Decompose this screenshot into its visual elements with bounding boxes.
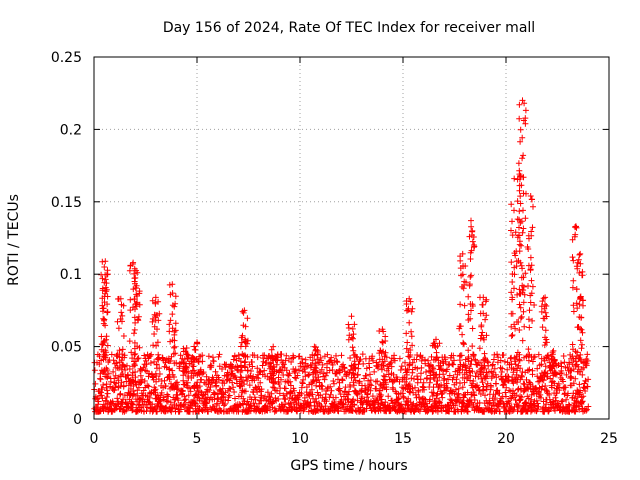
grid-lines bbox=[94, 57, 609, 419]
y-tick-label: 0.25 bbox=[51, 50, 82, 66]
plot-frame bbox=[93, 56, 610, 420]
y-tick-label: 0.1 bbox=[60, 267, 82, 283]
y-tick-label: 0.2 bbox=[60, 122, 82, 138]
x-tick-label: 5 bbox=[193, 431, 202, 447]
x-tick-label: 15 bbox=[394, 431, 412, 447]
y-tick-label: 0.05 bbox=[51, 340, 82, 356]
y-tick-label: 0.15 bbox=[51, 195, 82, 211]
y-tick-label: 0 bbox=[73, 412, 82, 428]
x-tick-label: 10 bbox=[291, 431, 309, 447]
data-points bbox=[91, 97, 592, 415]
x-tick-label: 25 bbox=[600, 431, 618, 447]
roti-plus-markers bbox=[91, 97, 592, 415]
x-tick-label: 20 bbox=[497, 431, 515, 447]
x-tick-label: 0 bbox=[90, 431, 99, 447]
y-axis-label: ROTI / TECUs bbox=[6, 194, 22, 286]
chart-title: Day 156 of 2024, Rate Of TEC Index for r… bbox=[163, 20, 535, 36]
axis-ticks bbox=[93, 56, 610, 420]
tick-labels: 0 5 10 15 20 25 0 0.05 0.1 0.15 0.2 0.25 bbox=[51, 50, 618, 447]
x-axis-label: GPS time / hours bbox=[290, 458, 407, 474]
